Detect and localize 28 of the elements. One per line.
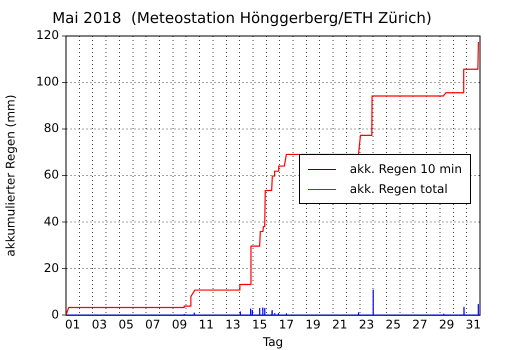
x-tick-label: 15 — [252, 318, 268, 332]
chart-title: Mai 2018 (Meteostation Hönggerberg/ETH Zürich) — [52, 8, 432, 27]
x-tick-label: 13 — [225, 318, 241, 332]
x-tick-label: 23 — [358, 318, 374, 332]
x-tick-label: 11 — [198, 318, 214, 332]
x-tick-label: 27 — [412, 318, 428, 332]
y-tick-label: 100 — [36, 74, 59, 89]
x-tick-label: 21 — [332, 318, 348, 332]
x-tick-label: 05 — [118, 318, 134, 332]
x-tick-label: 17 — [278, 318, 294, 332]
x-axis-title: Tag — [262, 334, 284, 349]
y-tick-label: 40 — [44, 214, 59, 228]
x-tick-label: 19 — [305, 318, 321, 332]
y-tick-label: 20 — [44, 260, 59, 275]
y-tick-label: 0 — [51, 307, 59, 322]
x-tick-label: 29 — [438, 318, 454, 332]
x-tick-label: 01 — [65, 318, 80, 332]
x-tick-label: 03 — [92, 318, 108, 332]
x-tick-label: 25 — [386, 318, 401, 332]
y-tick-label: 60 — [44, 168, 59, 182]
y-tick-label: 80 — [44, 121, 59, 136]
x-tick-label: 09 — [172, 318, 188, 332]
legend-label: akk. Regen total — [350, 182, 448, 196]
y-axis-title: akkumulierter Regen (mm) — [3, 94, 18, 257]
legend-label: akk. Regen 10 min — [350, 162, 462, 176]
x-tick-label: 31 — [466, 318, 481, 332]
x-tick-label: 07 — [145, 318, 160, 332]
y-tick-label: 120 — [36, 28, 59, 42]
